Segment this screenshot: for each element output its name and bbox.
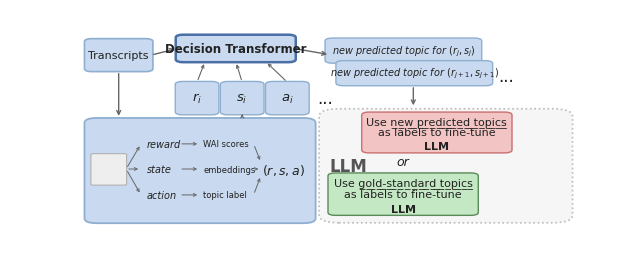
FancyBboxPatch shape — [336, 61, 493, 86]
Text: Use g̲o̲l̲d̲-̲s̲t̲a̲n̲d̲a̲r̲d̲ ̲t̲o̲p̲i̲c̲s̲: Use g̲o̲l̲d̲-̲s̲t̲a̲n̲d̲a̲r̲d̲ ̲t̲o̲p̲i̲… — [333, 177, 472, 188]
Text: LLM: LLM — [330, 157, 368, 175]
FancyBboxPatch shape — [84, 39, 153, 72]
FancyBboxPatch shape — [325, 39, 482, 64]
FancyBboxPatch shape — [266, 82, 309, 115]
Text: as labels to fine-tune: as labels to fine-tune — [378, 128, 496, 138]
Text: Decision Transformer: Decision Transformer — [165, 43, 307, 56]
Text: action: action — [147, 190, 177, 200]
Text: $a_i$: $a_i$ — [281, 92, 294, 105]
Text: LLM: LLM — [424, 142, 449, 152]
Text: WAI scores: WAI scores — [203, 140, 249, 149]
Text: topic label: topic label — [203, 191, 247, 200]
Text: ...: ... — [317, 90, 333, 108]
Text: $s_i$: $s_i$ — [236, 92, 248, 105]
FancyBboxPatch shape — [176, 36, 296, 63]
FancyBboxPatch shape — [328, 173, 478, 215]
Text: new predicted topic for $(r_{j+1}, s_{j+1})$: new predicted topic for $(r_{j+1}, s_{j+… — [330, 67, 499, 81]
Text: LLM: LLM — [390, 204, 415, 214]
Text: $r_i$: $r_i$ — [192, 92, 202, 106]
Text: ...: ... — [499, 67, 515, 85]
FancyBboxPatch shape — [91, 154, 127, 185]
FancyBboxPatch shape — [319, 109, 573, 223]
FancyBboxPatch shape — [84, 118, 316, 223]
Text: reward: reward — [147, 139, 181, 149]
Text: Use n̲e̲w̲ ̲p̲r̲e̲d̲i̲c̲t̲e̲d̲ ̲t̲o̲p̲i̲c̲s̲: Use n̲e̲w̲ ̲p̲r̲e̲d̲i̲c̲t̲e̲d̲ ̲t̲o̲p̲i̲… — [367, 117, 508, 128]
FancyBboxPatch shape — [362, 113, 512, 153]
FancyBboxPatch shape — [175, 82, 219, 115]
FancyBboxPatch shape — [220, 82, 264, 115]
Text: state: state — [147, 164, 172, 174]
Text: embeddings: embeddings — [203, 165, 255, 174]
Text: new predicted topic for $(r_j, s_j)$: new predicted topic for $(r_j, s_j)$ — [332, 44, 476, 59]
Text: Transcripts: Transcripts — [88, 51, 149, 61]
Text: or: or — [397, 155, 410, 168]
Text: as labels to fine-tune: as labels to fine-tune — [344, 189, 462, 199]
Text: $(r,s,a)$: $(r,s,a)$ — [262, 162, 305, 177]
